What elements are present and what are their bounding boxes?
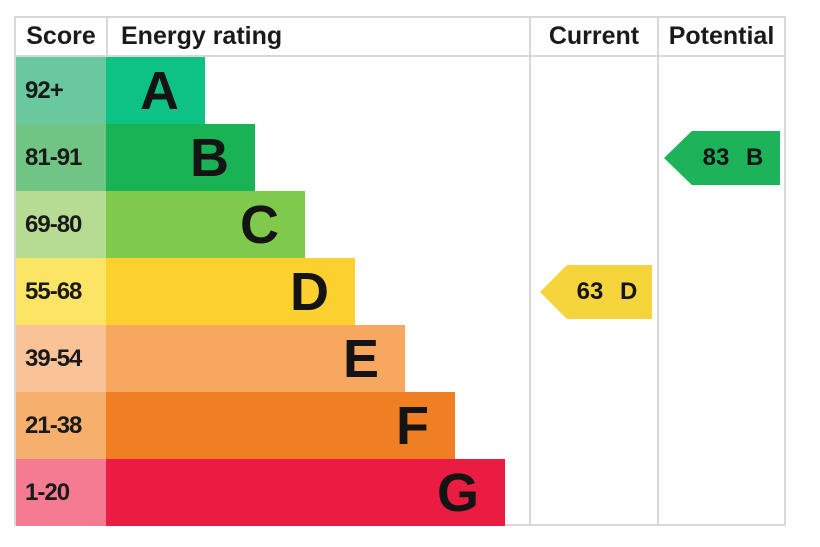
potential-column-header: Potential	[657, 18, 784, 55]
band-bar-d: D	[106, 258, 355, 325]
band-score-label: 81-91	[16, 124, 106, 191]
current-column: 63 D	[529, 57, 657, 524]
bands: 92+ A 81-91 B 69-80 C 55-68 D 39-54 E 21-38 F 1-20 G	[16, 57, 529, 526]
band-row-f: 21-38 F	[16, 392, 529, 459]
band-score-label: 69-80	[16, 191, 106, 258]
band-score-label: 21-38	[16, 392, 106, 459]
band-bar-c: C	[106, 191, 305, 258]
band-score-label: 39-54	[16, 325, 106, 392]
potential-column: 83 B	[657, 57, 784, 524]
band-bar-a: A	[106, 57, 205, 124]
band-row-c: 69-80 C	[16, 191, 529, 258]
band-row-d: 55-68 D	[16, 258, 529, 325]
energy-rating-column-header: Energy rating	[106, 18, 529, 55]
current-column-header: Current	[529, 18, 657, 55]
current-rating-arrow: 63 D	[540, 265, 652, 319]
score-column-header: Score	[26, 22, 96, 50]
band-score-label: 55-68	[16, 258, 106, 325]
band-score-label: 1-20	[16, 459, 106, 526]
band-score-label: 92+	[16, 57, 106, 124]
band-bar-b: B	[106, 124, 255, 191]
band-row-a: 92+ A	[16, 57, 529, 124]
band-bar-e: E	[106, 325, 405, 392]
table-body: 92+ A 81-91 B 69-80 C 55-68 D 39-54 E 21-38 F 1-20 G …	[16, 57, 784, 526]
potential-rating-arrow: 83 B	[664, 131, 780, 185]
table-header-row: Score Energy rating Current Potential	[16, 18, 784, 57]
band-bar-g: G	[106, 459, 505, 526]
band-row-b: 81-91 B	[16, 124, 529, 191]
epc-rating-table: Score Energy rating Current Potential 92…	[14, 16, 786, 526]
band-row-e: 39-54 E	[16, 325, 529, 392]
band-row-g: 1-20 G	[16, 459, 529, 526]
band-bar-f: F	[106, 392, 455, 459]
